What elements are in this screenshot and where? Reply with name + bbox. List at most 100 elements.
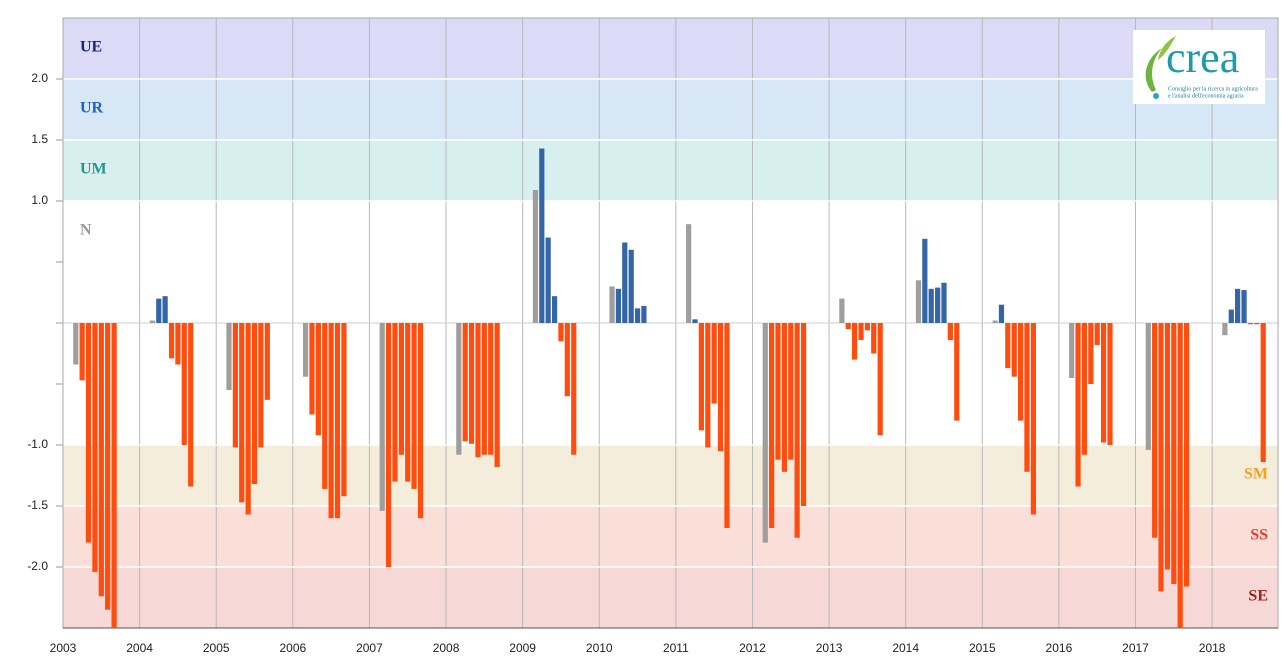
bar	[462, 323, 468, 442]
bar	[1075, 323, 1081, 487]
bar	[641, 305, 647, 323]
bar	[488, 323, 494, 455]
bar	[168, 323, 175, 359]
logo-box	[1133, 30, 1265, 104]
bar	[379, 323, 385, 511]
bar	[92, 323, 98, 572]
bar	[1017, 323, 1024, 421]
bar	[692, 319, 698, 323]
bar	[992, 320, 998, 323]
bar	[1158, 323, 1164, 592]
x-tick-label: 2010	[586, 641, 613, 655]
bar	[494, 323, 500, 467]
band-label: UE	[80, 39, 102, 56]
band	[63, 567, 1278, 628]
bar	[315, 323, 321, 436]
bar	[800, 323, 807, 506]
bar	[1088, 323, 1094, 384]
bar	[551, 296, 558, 323]
bar	[1177, 323, 1183, 628]
bar	[1222, 323, 1228, 336]
bar	[481, 323, 487, 455]
logo-drop	[1153, 93, 1159, 99]
bar	[1152, 323, 1158, 538]
bar	[928, 288, 934, 323]
x-tick-label: 2007	[356, 641, 383, 655]
bar	[1254, 323, 1260, 325]
bar	[258, 323, 264, 448]
bar	[245, 323, 251, 515]
logo-leaf	[1145, 48, 1162, 92]
bar	[698, 323, 704, 431]
bar	[334, 323, 341, 519]
x-tick-label: 2003	[50, 641, 77, 655]
bar	[775, 323, 781, 460]
bar	[1164, 323, 1171, 570]
bar	[947, 323, 953, 341]
bar	[877, 323, 883, 436]
y-tick-label: 1.0	[31, 193, 48, 207]
bar	[1069, 323, 1075, 378]
bar	[1247, 323, 1254, 325]
bar	[1235, 288, 1241, 323]
band-label: UM	[80, 161, 107, 178]
bar	[539, 148, 545, 323]
bar	[545, 237, 551, 323]
bar	[226, 323, 232, 391]
bar	[788, 323, 794, 460]
bar	[73, 323, 79, 365]
bar	[954, 323, 960, 421]
bar	[769, 323, 775, 528]
bar	[341, 323, 347, 497]
bar	[1081, 323, 1088, 455]
bar	[251, 323, 258, 485]
y-tick-label: -1.0	[27, 437, 48, 451]
bar	[1228, 309, 1234, 323]
band-label: UR	[80, 100, 104, 117]
band-label: SM	[1244, 466, 1268, 483]
bar	[839, 298, 845, 323]
bar	[156, 298, 162, 323]
bar	[609, 286, 615, 323]
bar	[1100, 323, 1107, 443]
bar	[851, 323, 858, 360]
band-label: N	[80, 222, 92, 239]
bar	[456, 323, 462, 455]
bar	[1011, 323, 1017, 377]
band	[63, 79, 1278, 140]
bar	[264, 323, 270, 400]
band	[63, 18, 1278, 79]
bar	[711, 323, 717, 404]
bar	[1024, 323, 1030, 472]
bar	[864, 323, 870, 331]
bar	[162, 296, 168, 323]
bar	[915, 280, 922, 323]
x-tick-label: 2012	[739, 641, 766, 655]
bar	[1094, 323, 1100, 345]
bar	[405, 323, 411, 482]
bars	[73, 148, 1266, 628]
bar	[871, 323, 877, 354]
x-tick-label: 2004	[126, 641, 153, 655]
band-label: SE	[1248, 588, 1268, 605]
bar	[1107, 323, 1113, 445]
bar	[1241, 290, 1247, 323]
bar	[615, 288, 622, 323]
x-tick-label: 2014	[892, 641, 919, 655]
x-tick-label: 2013	[816, 641, 843, 655]
bar	[392, 323, 398, 482]
x-tick-label: 2016	[1046, 641, 1073, 655]
bar	[79, 323, 85, 381]
bar	[175, 323, 181, 365]
band	[63, 506, 1278, 567]
band	[63, 140, 1278, 201]
bar	[111, 323, 117, 628]
logo: crea Consiglio per la ricerca in agricol…	[1133, 30, 1265, 104]
bar	[532, 190, 539, 323]
bar	[558, 323, 564, 342]
band-label: SS	[1250, 527, 1268, 544]
bar	[188, 323, 194, 487]
bar	[411, 323, 417, 489]
